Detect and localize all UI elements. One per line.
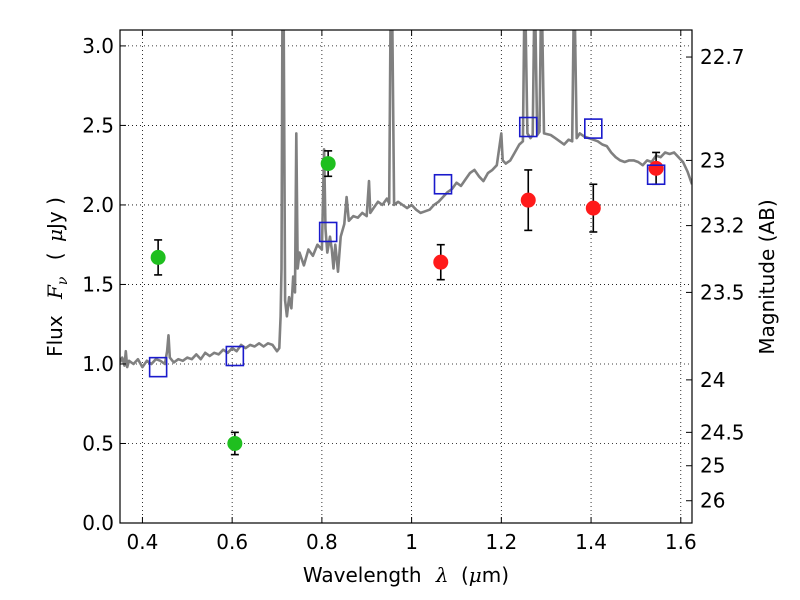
y2-tick-label: 25 bbox=[700, 454, 725, 478]
green-data-point bbox=[227, 435, 243, 451]
x-axis-label: Wavelength λ (μm) bbox=[303, 563, 509, 587]
red-data-point bbox=[433, 254, 449, 270]
plot-frame bbox=[119, 29, 693, 524]
x-tick-label: 0.6 bbox=[216, 530, 248, 554]
y-tick-label: 0.0 bbox=[82, 511, 114, 535]
y-axis-label-unit-mu: μ bbox=[43, 229, 67, 242]
y-axis-label-unit-close: Jy ) bbox=[43, 197, 67, 231]
x-axis-label-text: Wavelength bbox=[303, 563, 422, 587]
y2-tick-label: 26 bbox=[700, 489, 725, 513]
open-square-marker bbox=[318, 221, 338, 243]
open-square-marker bbox=[148, 356, 168, 378]
x-tick-label: 1.6 bbox=[665, 530, 697, 554]
open-square-marker bbox=[584, 118, 603, 139]
data-markers bbox=[148, 116, 666, 456]
y2-axis-label: Magnitude (AB) bbox=[755, 199, 779, 354]
red-data-point bbox=[520, 192, 536, 208]
x-tick-label: 1 bbox=[405, 530, 418, 554]
x-axis-label-unit-close: m) bbox=[482, 563, 509, 587]
y-axis-label-text: Flux bbox=[43, 315, 67, 357]
y-tick-label: 0.5 bbox=[82, 431, 114, 455]
y-axis-label-unit-open: ( bbox=[43, 252, 67, 260]
y-axis-label-symbol: F bbox=[43, 284, 67, 300]
green-data-point bbox=[320, 156, 336, 172]
axis-ticks: 0.4 0.6 0.8 1 1.2 1.4 1.6 0.0 0.5 1.0 1.5 2.0 2.5 3.0… bbox=[82, 30, 745, 554]
y-tick-label: 2.5 bbox=[82, 113, 114, 137]
x-tick-label: 0.8 bbox=[306, 530, 338, 554]
y-axis-label: Flux Fν ( μJy ) bbox=[43, 197, 72, 357]
open-square-marker bbox=[518, 116, 538, 138]
x-tick-label: 1.4 bbox=[575, 530, 607, 554]
red-data-point bbox=[585, 200, 601, 216]
x-axis-label-unit-mu: μ bbox=[469, 563, 482, 587]
y2-tick-label: 24.5 bbox=[700, 420, 745, 444]
y-axis-label-subscript: ν bbox=[55, 276, 71, 285]
x-axis-label-unit-open: ( bbox=[461, 563, 469, 587]
y-tick-label: 1.5 bbox=[82, 272, 114, 296]
open-square-marker bbox=[433, 173, 453, 195]
y2-tick-label: 24 bbox=[700, 368, 725, 392]
x-tick-label: 0.4 bbox=[127, 530, 159, 554]
y2-tick-label: 23.5 bbox=[700, 280, 745, 304]
open-square-marker bbox=[225, 345, 245, 367]
open-square-marker bbox=[646, 164, 666, 186]
y-tick-label: 1.0 bbox=[82, 352, 114, 376]
gridlines bbox=[120, 30, 692, 524]
y-tick-label: 2.0 bbox=[82, 193, 114, 217]
y2-tick-label: 23.2 bbox=[700, 214, 745, 238]
x-axis-label-symbol: λ bbox=[435, 563, 449, 587]
y2-tick-label: 22.7 bbox=[700, 45, 745, 69]
plot-area bbox=[120, 30, 692, 456]
green-data-point bbox=[150, 249, 166, 265]
x-tick-label: 1.2 bbox=[485, 530, 517, 554]
y2-tick-label: 23 bbox=[700, 148, 725, 172]
y-tick-label: 3.0 bbox=[82, 34, 114, 58]
model-spectrum-line bbox=[120, 30, 692, 369]
red-data-point bbox=[648, 160, 664, 176]
